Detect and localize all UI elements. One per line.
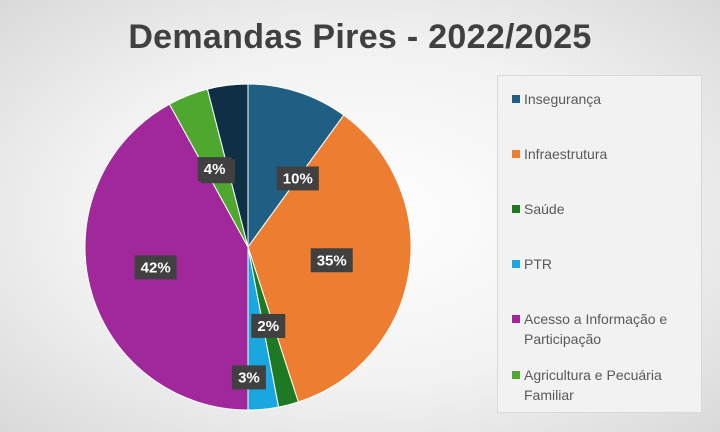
- legend-label: Infraestrutura: [524, 146, 608, 162]
- legend-label: PTR: [524, 256, 552, 272]
- legend-item-3: Saúde: [512, 199, 697, 219]
- data-label-box: [134, 255, 177, 280]
- legend-swatch: [512, 95, 520, 103]
- data-label-text: 4%: [204, 161, 226, 178]
- data-label-box: [231, 365, 266, 390]
- data-label-text: 42%: [141, 259, 171, 276]
- legend-swatch: [512, 315, 520, 323]
- data-label-1: 10%: [276, 166, 319, 191]
- legend-swatch: [512, 205, 520, 213]
- data-label-box: [197, 157, 232, 182]
- data-label-2: 35%: [310, 248, 353, 273]
- legend-swatch: [512, 150, 520, 158]
- data-label-3: 2%: [251, 313, 286, 338]
- legend-item-1: Insegurança: [512, 89, 697, 109]
- legend-swatch: [512, 260, 520, 268]
- legend-label: Insegurança: [524, 91, 602, 107]
- legend: Insegurança Infraestrutura Saúde PTR Acesso …: [497, 75, 702, 413]
- data-label-text: 10%: [283, 170, 313, 187]
- data-label-text: 2%: [257, 318, 279, 335]
- data-label-box: [310, 248, 353, 273]
- legend-swatch: [512, 371, 520, 379]
- legend-item-5: Acesso a Informação e Participação: [512, 309, 697, 349]
- data-label-7: 4%: [197, 157, 232, 182]
- data-label-box: [251, 313, 286, 338]
- data-label-text: 35%: [317, 252, 347, 269]
- data-label-5: 42%: [134, 255, 177, 280]
- chart-title: Demandas Pires - 2022/2025: [128, 18, 592, 56]
- legend-item-6: Agricultura e Pecuária Familiar: [512, 365, 697, 405]
- pie-slice-1: [247, 83, 345, 249]
- legend-item-2: Infraestrutura: [512, 144, 697, 164]
- data-label-text: 3%: [238, 369, 260, 386]
- legend-label: Saúde: [524, 201, 565, 217]
- legend-label: Acesso a Informação e Participação: [524, 311, 668, 347]
- data-label-box: [276, 166, 319, 191]
- data-label-4: 3%: [231, 365, 266, 390]
- legend-item-4: PTR: [512, 254, 697, 274]
- legend-label: Agricultura e Pecuária Familiar: [524, 367, 662, 403]
